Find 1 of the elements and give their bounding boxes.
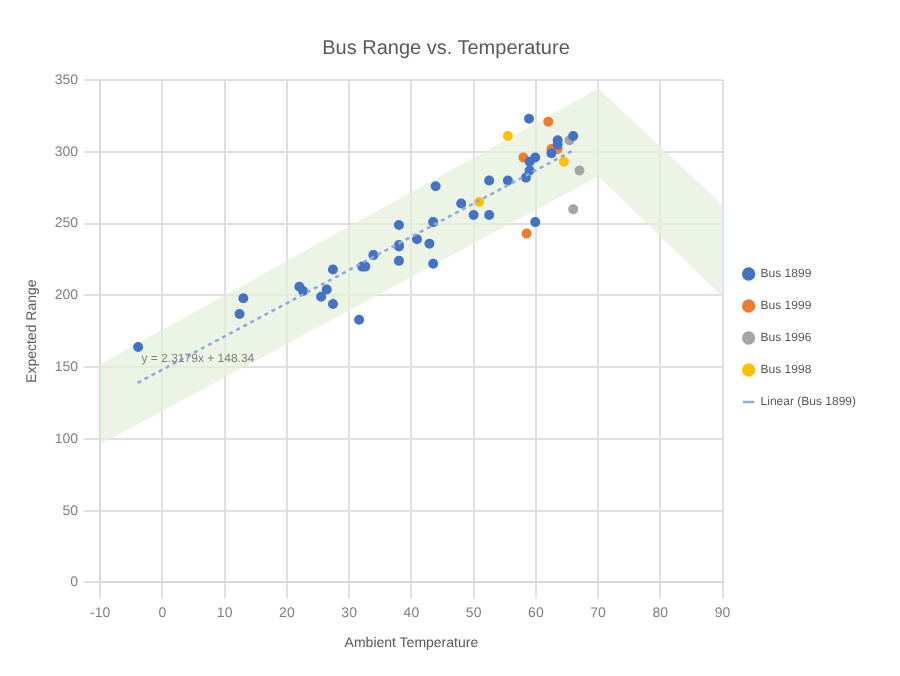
chart-title: Bus Range vs. Temperature [322,37,571,60]
